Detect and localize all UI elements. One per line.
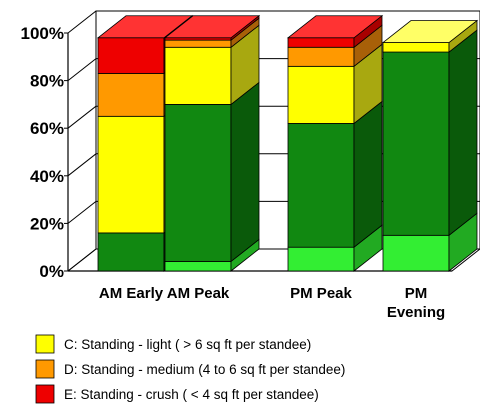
y-tick-label: 100% — [21, 24, 64, 43]
y-tick-label: 0% — [39, 262, 64, 281]
bar-segment — [164, 46, 232, 105]
bar-segment — [97, 115, 165, 234]
bar-segment — [97, 232, 165, 272]
y-tick-label: 60% — [30, 119, 64, 138]
bar-segment — [382, 42, 450, 53]
legend-swatch — [35, 359, 55, 379]
grid-diagonal — [67, 58, 97, 81]
bar-segment — [97, 37, 165, 74]
bar-segment — [382, 51, 450, 236]
bar-top — [286, 15, 384, 39]
x-category-label: AM Early — [99, 285, 164, 302]
bar-segment — [287, 37, 355, 48]
bar-segment — [287, 123, 355, 248]
grid-diagonal — [67, 248, 97, 272]
grid-diagonal — [67, 153, 97, 177]
y-tick-label: 20% — [30, 214, 64, 233]
x-category-label: AM Peak — [167, 285, 230, 302]
legend-swatch — [35, 384, 55, 404]
legend-label: C: Standing - light ( > 6 sq ft per stan… — [64, 337, 311, 352]
bar-segment — [164, 39, 232, 48]
grid-diagonal — [67, 105, 97, 129]
bar-segment — [164, 104, 232, 262]
bar-segment-side — [353, 100, 383, 249]
x-category-label: PM — [405, 285, 428, 302]
legend-swatch — [35, 334, 55, 354]
bar-segment — [97, 73, 165, 117]
bar-top — [163, 15, 261, 39]
y-tick-label: 40% — [30, 167, 64, 186]
bar-segment — [382, 234, 450, 272]
bar-segment — [287, 65, 355, 124]
bar-top — [381, 20, 479, 43]
bar-segment-side — [230, 81, 260, 263]
bar-segment — [287, 246, 355, 272]
bar-top — [96, 15, 194, 39]
legend: C: Standing - light ( > 6 sq ft per stan… — [35, 334, 345, 404]
grid-diagonal — [67, 10, 97, 34]
grid-diagonal — [67, 201, 97, 224]
bar-segment-side — [448, 29, 478, 237]
x-category-label: Evening — [387, 304, 445, 321]
legend-label: D: Standing - medium (4 to 6 sq ft per s… — [64, 362, 345, 377]
legend-label: E: Standing - crush ( < 4 sq ft per stan… — [64, 387, 319, 402]
bars — [96, 14, 479, 272]
y-tick-label: 80% — [30, 72, 64, 91]
x-category-label: PM Peak — [290, 285, 352, 302]
x-axis-labels: AM Early AM Peak PM Peak PM Evening — [99, 285, 445, 321]
bar-segment — [164, 261, 232, 272]
y-axis: 0% 20% 40% 60% 80% 100% — [21, 24, 68, 281]
bar-segment — [287, 46, 355, 67]
